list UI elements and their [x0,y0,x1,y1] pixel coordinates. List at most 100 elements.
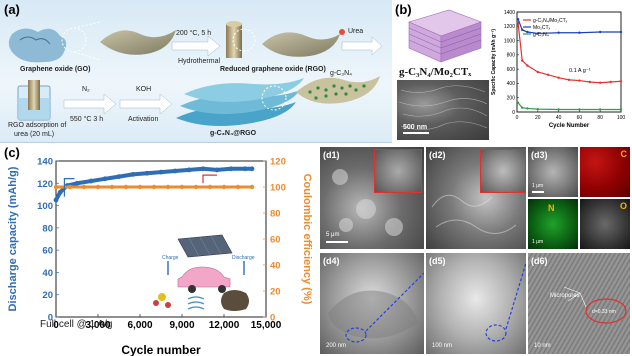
chart-c-ytick-left-label: 100 [37,201,53,212]
chart-b-point [526,107,529,110]
chart-b-point [557,31,560,34]
chart-c-efficiency-point [123,184,129,190]
d4-label: (d4) [323,256,340,266]
chart-b-xtick-label: 40 [556,115,562,121]
chart-c-ytick-left-label: 20 [42,290,53,301]
chart-b-point [526,64,529,67]
hrtem-d6: (d6) Micropores d=0.33 nm 10 nm [528,253,630,354]
chart-b-point [609,80,612,84]
chart-c-capacity-point [200,166,206,172]
chart-c-efficiency-point [165,184,171,190]
chart-b-legend-entry: g-C₃N₄/Mo₂CTₓ [533,18,568,24]
chart-c-ylabel-left: Discharge capacity (mAh/g) [7,166,19,311]
chart-c-efficiency-point [151,184,157,190]
chart-c-ytick-right-label: 0 [270,313,275,324]
chart-b-point [536,107,539,111]
inset-charge-label: Charge [162,255,179,261]
rgo-cylinder [226,24,242,58]
eds-c-map: C [580,147,630,197]
label-heat: 550 °C 3 h [70,116,104,123]
chart-b-point [516,17,520,21]
chart-b-xlabel: Cycle Number [549,123,590,129]
chart-c-efficiency-point [137,184,143,190]
chart-b-point [578,79,581,82]
chart-c-efficiency-point [193,184,199,190]
chart-b-legend-entry: g-C₃N₄ [533,32,549,38]
chart-c-xtick-label: 9,000 [169,320,194,331]
d1-inset [374,149,422,193]
sem-d2: (d2) [426,147,526,249]
d6-d-spacing: d=0.33 nm [592,309,616,315]
chart-b-xtick-label: 0 [516,115,519,121]
chart-c-capacity-point [242,166,248,172]
chart-b-point [526,30,529,34]
cn-zoom-sheet [296,76,380,104]
chart-b-point [619,108,623,111]
label-rgo: Reduced graphene oxide (RGO) [220,66,326,73]
chart-c-capacity-point [88,178,94,184]
go-sheet [100,30,176,55]
panel-b-label: (b) [395,2,412,17]
chart-c-efficiency-point [81,184,87,190]
label-act: Activation [128,116,159,123]
chart-b-point [619,80,623,83]
chart-b-annotation: 0.1 A g⁻¹ [569,68,591,74]
chart-c-ytick-right-label: 40 [270,261,281,272]
arrow-urea [341,36,383,56]
panel-d: (d1) 5 μm (d2) (d3) 1 μm C N 1 μm O (d4)… [318,143,632,356]
chart-c-efficiency-point [67,184,73,190]
chart-c: 0 3,000 6,000 9,000 12,000 15,000020406080100… [7,157,313,356]
chart-b-ytick-label: 1000 [504,38,515,44]
chart-b-point [547,73,550,77]
cn-dots [308,84,366,100]
crystal-structure [408,9,482,63]
d3-label: (d3) [531,150,548,160]
chart-c-capacity-point [102,176,108,182]
chart-c-xtick-label: 0 [53,320,59,331]
chart-b-point [578,31,581,34]
chart-c-xtick-label: 3,000 [85,320,110,331]
inset-discharge-label: Discharge [232,255,255,261]
chart-b-point [599,108,602,111]
chart-c-efficiency-arrow [202,174,217,184]
arrow-n2 [63,93,117,115]
chart-c-ytick-right-label: 60 [270,235,281,246]
arrow-hydrothermal [171,35,221,57]
chart-c-xtick-label: 15,000 [251,320,282,331]
chart-c-capacity-arrow [63,178,75,197]
chart-c-ytick-right-label: 120 [270,157,286,168]
chart-c-xtick-label: 12,000 [209,320,240,331]
chart-b-point [557,108,560,111]
label-adsorb-1: RGO adsorption of [8,122,67,129]
chart-c-ytick-left-label: 60 [42,246,53,257]
d1-scale: 5 μm [326,232,340,238]
chart-c-efficiency-point [109,184,115,190]
panel-b-title: g-C₃N₄/Mo₂CTₓ [399,66,472,78]
chart-b-point [588,80,591,84]
chart-b-point [557,76,560,79]
chart-c-efficiency-point [207,184,213,190]
chart-c-ylabel-right: Coulombic efficiency (%) [301,174,313,305]
d5-scale: 100 nm [432,343,453,349]
chart-c-ytick-right-label: 80 [270,209,281,220]
chart-b-ytick-label: 0 [512,110,515,116]
chart-c-efficiency-point [235,184,241,190]
panel-a: (a) [0,0,392,143]
inset-battery: Charge Discharge [148,231,266,313]
chart-c-capacity-point [57,189,63,195]
chart-c-annotation: Full cell @ 1 A/g [40,319,113,330]
scale-b: 500 nm [403,124,428,131]
chart-b-xtick-label: 80 [597,115,603,121]
sem-d3: (d3) 1 μm [528,147,578,197]
chart-c-efficiency-point [95,184,101,190]
chart-b-legend-entry: Mo₂CTₓ [533,25,551,31]
chart-b-point [536,70,539,74]
chart-c-xtick-label: 6,000 [127,320,152,331]
chart-b-ytick-label: 1200 [504,24,515,30]
eds-o-label: O [619,201,627,211]
d2-label: (d2) [429,150,446,160]
d5-label: (d5) [429,256,446,266]
chart-c-capacity-point [214,167,220,173]
chart-b-point [599,30,602,34]
label-koh: KOH [136,86,152,93]
